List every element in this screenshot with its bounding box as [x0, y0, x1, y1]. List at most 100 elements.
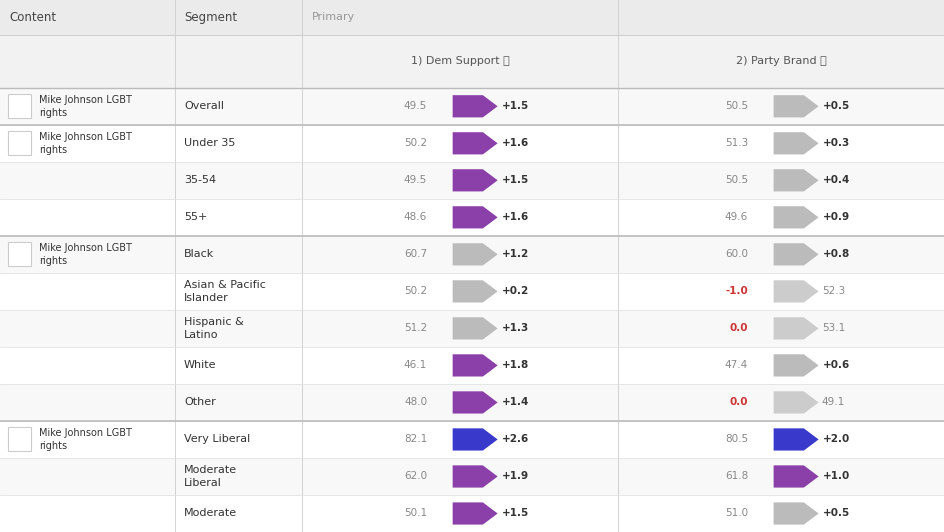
Bar	[0, 236, 944, 273]
Text: +0.5: +0.5	[823, 101, 850, 111]
Text: 49.5: 49.5	[404, 176, 427, 185]
Text: Hispanic &
Latino: Hispanic & Latino	[184, 317, 244, 340]
Text: 0.0: 0.0	[730, 397, 748, 408]
Text: 49.5: 49.5	[404, 101, 427, 111]
Text: 50.2: 50.2	[404, 286, 427, 296]
Text: +2.6: +2.6	[502, 435, 529, 444]
Text: 60.7: 60.7	[404, 250, 427, 260]
Text: 51.0: 51.0	[725, 509, 748, 519]
Text: -1.0: -1.0	[725, 286, 748, 296]
Text: Very Liberal: Very Liberal	[184, 435, 250, 444]
Text: 62.0: 62.0	[404, 471, 427, 481]
Text: 82.1: 82.1	[404, 435, 427, 444]
Polygon shape	[453, 280, 497, 303]
Text: 50.1: 50.1	[404, 509, 427, 519]
Text: +0.8: +0.8	[823, 250, 850, 260]
Polygon shape	[774, 392, 818, 413]
Text: White: White	[184, 360, 216, 370]
Polygon shape	[453, 354, 497, 377]
Text: +1.6: +1.6	[502, 138, 529, 148]
Polygon shape	[774, 206, 818, 228]
Polygon shape	[774, 169, 818, 192]
Bar	[0, 35, 944, 88]
Bar	[0, 199, 944, 236]
Bar	[0, 0, 944, 35]
Bar	[8, 243, 31, 267]
Text: +0.5: +0.5	[823, 509, 850, 519]
Text: 49.6: 49.6	[725, 212, 748, 222]
Text: 47.4: 47.4	[725, 360, 748, 370]
Text: 49.1: 49.1	[821, 397, 845, 408]
Text: Mike Johnson LGBT
rights: Mike Johnson LGBT rights	[39, 132, 131, 155]
Text: 52.3: 52.3	[821, 286, 845, 296]
Text: Segment: Segment	[184, 11, 237, 24]
Text: 1) Dem Support ⓘ: 1) Dem Support ⓘ	[411, 56, 510, 66]
Text: 2) Party Brand ⓘ: 2) Party Brand ⓘ	[735, 56, 827, 66]
Bar	[0, 384, 944, 421]
Polygon shape	[774, 132, 818, 154]
Text: 53.1: 53.1	[821, 323, 845, 334]
Text: 60.0: 60.0	[725, 250, 748, 260]
Polygon shape	[453, 206, 497, 228]
Polygon shape	[453, 317, 497, 339]
Text: +0.2: +0.2	[502, 286, 529, 296]
Polygon shape	[453, 132, 497, 154]
Text: +1.6: +1.6	[502, 212, 529, 222]
Text: Under 35: Under 35	[184, 138, 235, 148]
Text: Black: Black	[184, 250, 214, 260]
Bar	[0, 421, 944, 458]
Polygon shape	[774, 317, 818, 339]
Text: 55+: 55+	[184, 212, 208, 222]
Text: Primary: Primary	[312, 12, 355, 22]
Polygon shape	[453, 428, 497, 451]
Bar	[8, 427, 31, 452]
Text: +1.3: +1.3	[502, 323, 529, 334]
Bar	[8, 94, 31, 118]
Text: Mike Johnson LGBT
rights: Mike Johnson LGBT rights	[39, 95, 131, 118]
Text: 50.5: 50.5	[725, 176, 748, 185]
Text: 50.5: 50.5	[725, 101, 748, 111]
Text: Asian & Pacific
Islander: Asian & Pacific Islander	[184, 280, 266, 303]
Text: 48.0: 48.0	[404, 397, 427, 408]
Polygon shape	[453, 243, 497, 265]
Text: Moderate
Liberal: Moderate Liberal	[184, 465, 237, 488]
Bar	[0, 273, 944, 310]
Text: +1.2: +1.2	[502, 250, 529, 260]
Text: +0.6: +0.6	[823, 360, 850, 370]
Polygon shape	[774, 280, 818, 303]
Text: 50.2: 50.2	[404, 138, 427, 148]
Text: 51.3: 51.3	[725, 138, 748, 148]
Text: 80.5: 80.5	[725, 435, 748, 444]
Text: +0.4: +0.4	[823, 176, 850, 185]
Polygon shape	[774, 428, 818, 451]
Text: Moderate: Moderate	[184, 509, 237, 519]
Text: Content: Content	[9, 11, 57, 24]
Bar	[0, 88, 944, 125]
Text: +1.0: +1.0	[823, 471, 850, 481]
Bar	[8, 131, 31, 155]
Text: Mike Johnson LGBT
rights: Mike Johnson LGBT rights	[39, 243, 131, 266]
Polygon shape	[453, 502, 497, 525]
Text: +0.3: +0.3	[823, 138, 850, 148]
Text: +1.5: +1.5	[502, 176, 529, 185]
Polygon shape	[453, 466, 497, 487]
Polygon shape	[453, 169, 497, 192]
Text: +1.5: +1.5	[502, 101, 529, 111]
Text: Other: Other	[184, 397, 216, 408]
Bar	[0, 162, 944, 199]
Text: +0.9: +0.9	[823, 212, 850, 222]
Text: 48.6: 48.6	[404, 212, 427, 222]
Polygon shape	[453, 392, 497, 413]
Text: 35-54: 35-54	[184, 176, 216, 185]
Text: 61.8: 61.8	[725, 471, 748, 481]
Bar	[0, 347, 944, 384]
Text: Overall: Overall	[184, 101, 224, 111]
Polygon shape	[453, 95, 497, 118]
Text: 0.0: 0.0	[730, 323, 748, 334]
Polygon shape	[774, 354, 818, 377]
Text: Mike Johnson LGBT
rights: Mike Johnson LGBT rights	[39, 428, 131, 451]
Bar	[0, 310, 944, 347]
Polygon shape	[774, 243, 818, 265]
Text: +1.4: +1.4	[502, 397, 529, 408]
Polygon shape	[774, 502, 818, 525]
